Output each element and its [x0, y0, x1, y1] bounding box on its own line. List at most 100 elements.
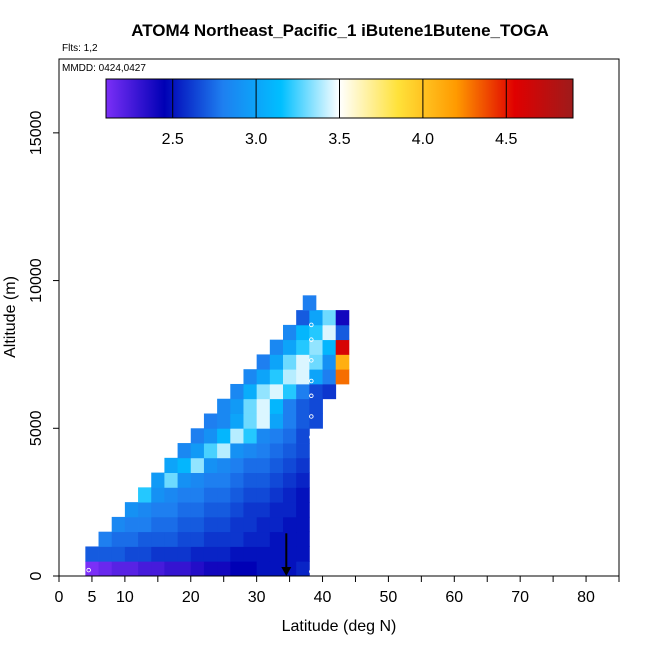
sample-point: [309, 414, 314, 419]
heatmap-cell: [190, 487, 205, 503]
heatmap-cell: [98, 561, 113, 576]
colorbar-tick-label: 3.0: [245, 131, 267, 148]
heatmap-cell: [296, 339, 310, 355]
heatmap-cell: [138, 502, 152, 518]
heatmap-cell: [296, 457, 310, 473]
heatmap-cell: [177, 502, 192, 518]
heatmap-cell: [269, 369, 284, 385]
heatmap-cell: [309, 339, 323, 355]
heatmap-cell: [309, 383, 323, 400]
heatmap-cell: [217, 413, 231, 429]
heatmap-cell: [296, 487, 310, 503]
heatmap-cell: [164, 502, 178, 518]
heatmap-cell: [190, 531, 205, 547]
colorbar-tick-label: 2.5: [162, 131, 184, 148]
heatmap-cell: [217, 531, 231, 547]
heatmap-cell: [269, 339, 284, 355]
heatmap-cell: [302, 295, 317, 311]
heatmap-cell: [243, 383, 258, 400]
sample-point: [309, 358, 314, 363]
heatmap-cell: [124, 516, 139, 533]
heatmap-cell: [243, 428, 258, 444]
heatmap-cell: [151, 487, 165, 503]
x-tick-label: 20: [182, 589, 200, 606]
y-tick-label: 15000: [28, 111, 45, 156]
heatmap-cell: [138, 516, 152, 533]
heatmap-cell: [217, 457, 231, 473]
heatmap-cell: [256, 546, 271, 562]
heatmap-cell: [177, 561, 192, 576]
heatmap-cell: [269, 561, 284, 576]
heatmap-cell: [98, 531, 113, 547]
heatmap-cell: [164, 561, 178, 576]
heatmap-cell: [230, 383, 244, 400]
heatmap-cell: [256, 531, 271, 547]
heatmap-cell: [256, 502, 271, 518]
heatmap-cell: [296, 310, 310, 326]
colorbar-tick-label: 4.5: [495, 131, 517, 148]
colorbar-tick-label: 3.5: [328, 131, 350, 148]
heatmap-cell: [217, 443, 231, 459]
heatmap-cell: [283, 516, 297, 533]
heatmap-cell: [322, 310, 337, 326]
heatmap-cell: [151, 546, 165, 562]
heatmap-cell: [243, 398, 258, 414]
heatmap-cell: [335, 369, 350, 385]
heatmap-cell: [190, 561, 205, 576]
heatmap-cell: [322, 324, 337, 341]
heatmap-cell: [111, 546, 126, 562]
x-tick-label: 70: [511, 589, 529, 606]
heatmap-cell: [256, 561, 271, 576]
heatmap-cell: [269, 398, 284, 414]
heatmap-cell: [190, 457, 205, 473]
heatmap-cell: [296, 531, 310, 547]
heatmap-cell: [269, 516, 284, 533]
heatmap-cell: [151, 531, 165, 547]
heatmap-cell: [269, 413, 284, 429]
heatmap-cell: [177, 487, 192, 503]
heatmap-cell: [85, 546, 99, 562]
heatmap-cell: [230, 502, 244, 518]
heatmap-cell: [164, 457, 178, 473]
heatmap-cell: [283, 324, 297, 341]
plot-frame: [58, 58, 620, 577]
flights-label: Flts: 1,2: [62, 43, 98, 54]
heatmap-cell: [283, 472, 297, 488]
heatmap-cell: [283, 383, 297, 400]
y-tick-label: 0: [28, 571, 45, 580]
heatmap-cell: [243, 443, 258, 459]
heatmap-cell: [151, 502, 165, 518]
heatmap-cell: [203, 487, 218, 503]
x-tick-label: 40: [314, 589, 332, 606]
y-axis-label: Altitude (m): [2, 276, 19, 358]
sample-point: [309, 378, 314, 384]
heatmap-cell: [243, 369, 258, 385]
heatmap-cell: [296, 443, 310, 459]
heatmap-cell: [296, 546, 310, 562]
heatmap-cell: [138, 561, 152, 576]
heatmap-cell: [217, 516, 231, 533]
heatmap-cell: [203, 502, 218, 518]
heatmap-cell: [335, 310, 350, 326]
colorbar-tick-label: 4.0: [412, 131, 434, 148]
heatmap-cell: [322, 369, 337, 385]
heatmap-cell: [177, 516, 192, 533]
heatmap-cell: [283, 428, 297, 444]
heatmap-cell: [111, 516, 126, 533]
heatmap-cell: [151, 561, 165, 576]
heatmap-cell: [309, 310, 323, 326]
heatmap-cell: [230, 487, 244, 503]
y-tick-label: 10000: [28, 258, 45, 303]
heatmap-cell: [243, 502, 258, 518]
heatmap-cell: [256, 472, 271, 488]
heatmap-cell: [335, 324, 350, 341]
heatmap-cell: [269, 383, 284, 400]
heatmap-cell: [203, 472, 218, 488]
heatmap-cell: [283, 369, 297, 385]
heatmap-cell: [177, 472, 192, 488]
heatmap-cell: [190, 472, 205, 488]
heatmap-cell: [296, 383, 310, 400]
heatmap-cell: [283, 502, 297, 518]
heatmap-cell: [283, 443, 297, 459]
sample-point: [309, 569, 314, 574]
